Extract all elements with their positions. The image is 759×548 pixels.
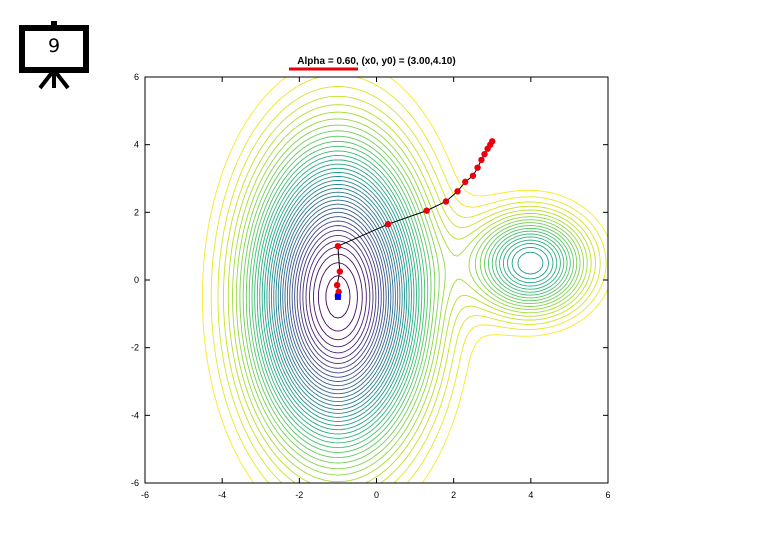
contour-line bbox=[266, 171, 544, 422]
contour-line bbox=[271, 179, 405, 414]
contour-line bbox=[251, 145, 568, 449]
contour-line bbox=[302, 234, 374, 359]
contour-line bbox=[309, 246, 367, 348]
x-tick-label: -4 bbox=[218, 490, 226, 500]
y-tick-label: 0 bbox=[134, 275, 139, 285]
plot-frame bbox=[144, 76, 609, 484]
contour-line bbox=[259, 159, 558, 435]
path-point bbox=[454, 188, 461, 195]
contour-line bbox=[248, 140, 571, 453]
path-point bbox=[333, 281, 341, 289]
y-tick-label: 4 bbox=[134, 140, 139, 150]
contour-line bbox=[289, 211, 387, 382]
contour-line bbox=[217, 86, 601, 483]
y-tick-label: 6 bbox=[134, 72, 139, 82]
contour-line bbox=[201, 77, 608, 483]
x-tick-label: 2 bbox=[451, 490, 456, 500]
contour-line bbox=[305, 240, 371, 354]
path-point bbox=[334, 242, 342, 250]
contour-line bbox=[273, 183, 403, 410]
contour-line bbox=[235, 118, 584, 476]
path-point bbox=[336, 268, 344, 275]
contour-line bbox=[284, 203, 392, 391]
contour-line bbox=[317, 262, 358, 332]
x-tick-label: -2 bbox=[295, 490, 303, 500]
path-point bbox=[481, 150, 488, 158]
contour-line bbox=[223, 95, 596, 483]
x-tick-label: 0 bbox=[374, 490, 379, 500]
path-point bbox=[469, 172, 477, 179]
contour-line bbox=[242, 130, 578, 464]
contour-line bbox=[245, 135, 574, 459]
slide-number: 9 bbox=[47, 35, 61, 57]
contour-line bbox=[227, 104, 592, 483]
contour-line bbox=[275, 187, 401, 406]
presentation-board-icon bbox=[19, 21, 89, 90]
contour-line bbox=[286, 207, 389, 387]
path-point bbox=[384, 220, 392, 228]
x-tick-label: 6 bbox=[605, 490, 610, 500]
chart-title: Alpha = 0.60, (x0, y0) = (3.00,4.10) bbox=[297, 56, 455, 67]
contour-line bbox=[294, 220, 382, 374]
contour-line bbox=[232, 111, 588, 483]
contour-line bbox=[299, 229, 377, 364]
y-tick-label: -2 bbox=[131, 343, 139, 353]
contour-lines bbox=[201, 77, 608, 483]
x-tick-label: 4 bbox=[528, 490, 533, 500]
descent-path bbox=[333, 138, 496, 300]
contour-line bbox=[282, 199, 394, 395]
y-tick-label: -4 bbox=[131, 410, 139, 420]
contour-line bbox=[264, 167, 549, 426]
y-tick-label: 2 bbox=[134, 207, 139, 217]
path-point bbox=[474, 164, 481, 171]
contour-line bbox=[256, 155, 561, 439]
contour-line bbox=[325, 275, 351, 319]
contour-line bbox=[210, 77, 607, 483]
path-point bbox=[423, 207, 430, 214]
contour-line bbox=[277, 191, 399, 403]
path-point bbox=[484, 145, 491, 152]
contour-line bbox=[254, 150, 565, 444]
y-tick-label: -6 bbox=[131, 478, 139, 488]
path-point bbox=[478, 156, 485, 164]
contour-line bbox=[296, 225, 380, 369]
x-tick-label: -6 bbox=[141, 490, 149, 500]
contour-line bbox=[291, 216, 385, 378]
contour-line bbox=[313, 253, 363, 341]
contour-line bbox=[268, 175, 408, 418]
path-point bbox=[442, 198, 450, 205]
contour-line bbox=[239, 124, 581, 470]
path-point bbox=[462, 178, 469, 186]
contour-line bbox=[261, 163, 554, 431]
end-point-marker bbox=[334, 293, 341, 300]
